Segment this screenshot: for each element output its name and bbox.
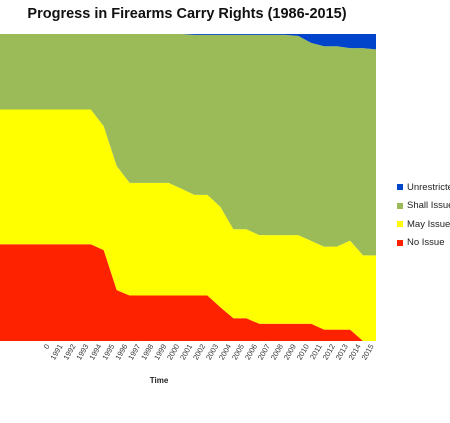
x-tick-label: 2000 (165, 343, 181, 362)
x-tick-label: 2001 (178, 343, 194, 362)
x-tick-label: 1991 (48, 343, 64, 362)
x-tick-label: 1994 (87, 343, 103, 362)
legend-item-may-issue: May Issue (397, 215, 450, 234)
x-tick-label: 2006 (243, 343, 259, 362)
x-tick-label: 2002 (191, 343, 207, 362)
legend-swatch-no-issue (397, 239, 403, 246)
x-tick-label: 1997 (126, 343, 142, 362)
x-axis-title: Time (150, 376, 169, 385)
x-tick-label: 1992 (61, 343, 77, 362)
legend-item-unrestricted: Unrestricted (397, 178, 450, 197)
legend-label-shall-issue: Shall Issue (407, 200, 450, 212)
x-tick-label: 2012 (321, 343, 337, 362)
areas-layer (0, 34, 376, 342)
legend-swatch-may-issue (397, 221, 403, 228)
x-tick-label: 2005 (230, 343, 246, 362)
legend-swatch-shall-issue (397, 202, 403, 209)
x-tick-labels: 0199119921993199419951996199719981999200… (42, 343, 376, 362)
legend-label-unrestricted: Unrestricted (407, 181, 450, 193)
x-tick-label: 2008 (269, 343, 285, 362)
x-tick-label: 2010 (295, 343, 311, 362)
area-unrestricted (0, 34, 376, 50)
chart-title: Progress in Firearms Carry Rights (1986-… (27, 6, 347, 22)
legend-label-may-issue: May Issue (407, 218, 450, 230)
x-tick-label: 1993 (74, 343, 90, 362)
x-tick-label: 1995 (100, 343, 116, 362)
x-tick-label: 1999 (152, 343, 168, 362)
legend-item-shall-issue: Shall Issue (397, 197, 450, 216)
x-tick-label: 0 (42, 343, 52, 351)
area-shall-issue (0, 34, 376, 256)
x-tick-label: 2003 (204, 343, 220, 362)
legend-item-no-issue: No Issue (397, 234, 450, 253)
x-tick-label: 2015 (360, 343, 376, 362)
area-no-issue (0, 244, 376, 341)
x-tick-label: 2004 (217, 343, 233, 362)
x-tick-label: 2014 (347, 343, 363, 362)
legend: Unrestricted Shall Issue May Issue No Is… (397, 178, 450, 252)
x-tick-label: 1998 (139, 343, 155, 362)
x-tick-label: 2013 (334, 343, 350, 362)
area-may-issue (0, 109, 376, 342)
legend-swatch-unrestricted (397, 184, 403, 191)
x-tick-label: 2007 (256, 343, 272, 362)
x-tick-label: 2009 (282, 343, 298, 362)
x-tick-label: 1996 (113, 343, 129, 362)
legend-label-no-issue: No Issue (407, 237, 445, 249)
